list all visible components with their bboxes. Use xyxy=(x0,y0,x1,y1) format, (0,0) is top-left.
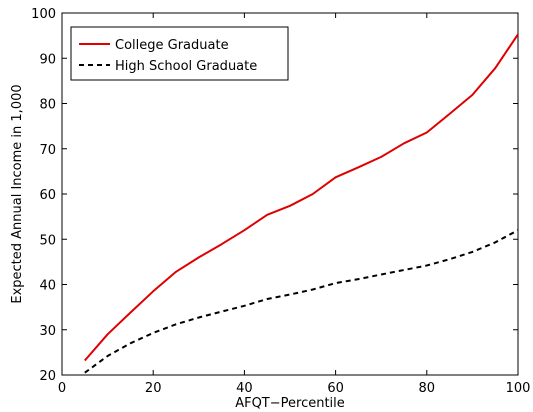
x-tick-label: 60 xyxy=(327,381,344,396)
y-tick-label: 40 xyxy=(39,279,56,294)
series-line-high-school-graduate xyxy=(84,229,519,374)
y-axis-label: Expected Annual Income in 1,000 xyxy=(10,84,25,303)
y-tick-label: 80 xyxy=(39,98,56,113)
y-tick-label: 30 xyxy=(39,324,56,339)
y-tick-label: 20 xyxy=(39,369,56,384)
x-tick-label: 80 xyxy=(419,381,436,396)
x-tick-label: 20 xyxy=(145,381,162,396)
legend: College Graduate High School Graduate xyxy=(70,26,289,81)
series-line-college-graduate xyxy=(84,33,519,362)
x-tick-label: 40 xyxy=(236,381,253,396)
x-tick-label: 0 xyxy=(58,381,66,396)
y-tick-label: 100 xyxy=(31,7,56,22)
y-tick-label: 50 xyxy=(39,233,56,248)
y-tick-label: 70 xyxy=(39,143,56,158)
y-tick-label: 90 xyxy=(39,52,56,67)
y-tick-label: 60 xyxy=(39,188,56,203)
legend-label-college-graduate: College Graduate xyxy=(115,38,229,53)
legend-label-high-school-graduate: High School Graduate xyxy=(115,59,257,74)
legend-box xyxy=(70,26,289,81)
series-layer xyxy=(84,33,519,374)
x-tick-label: 100 xyxy=(506,381,531,396)
x-axis-label: AFQT−Percentile xyxy=(235,396,345,411)
